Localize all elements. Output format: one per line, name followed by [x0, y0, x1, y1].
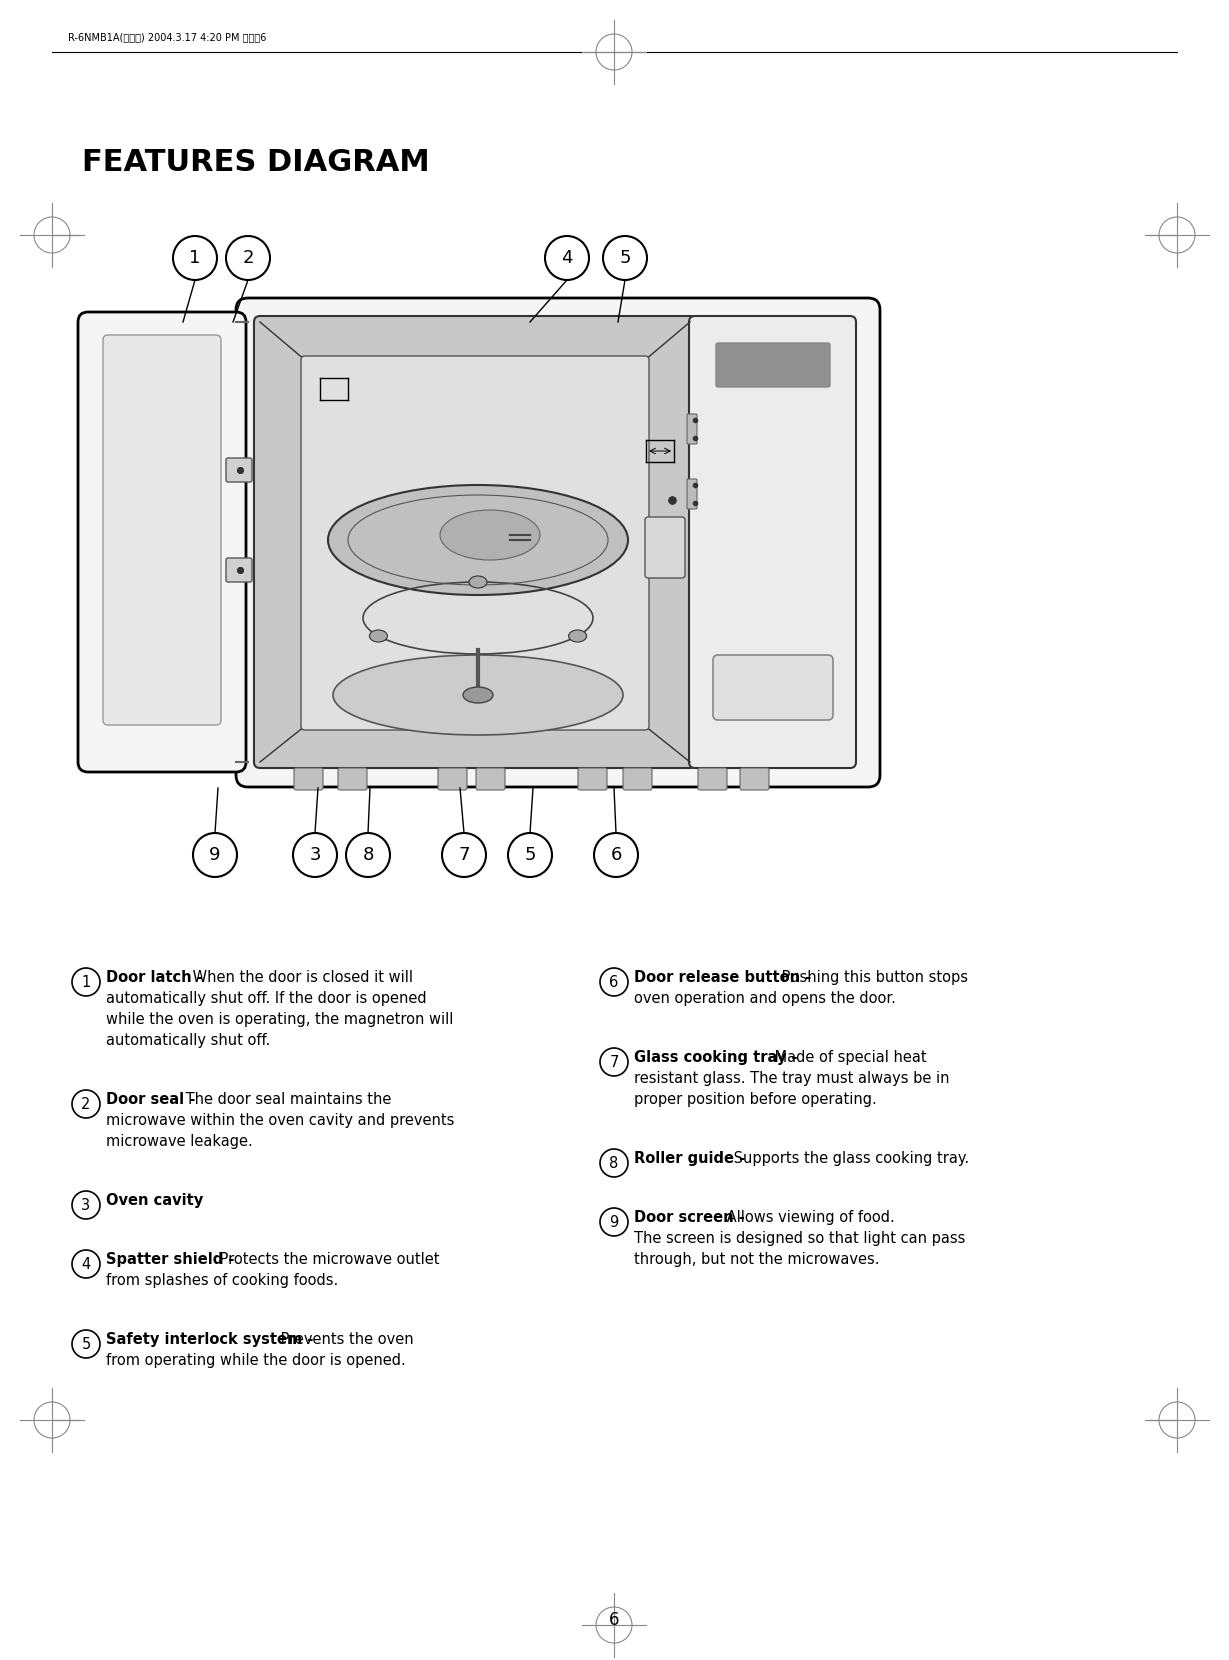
- Text: 6: 6: [610, 974, 618, 989]
- Circle shape: [600, 1149, 628, 1177]
- FancyBboxPatch shape: [687, 480, 697, 510]
- Circle shape: [347, 833, 390, 876]
- Circle shape: [508, 833, 552, 876]
- FancyBboxPatch shape: [103, 335, 221, 725]
- Text: Protects the microwave outlet: Protects the microwave outlet: [215, 1252, 439, 1267]
- Text: resistant glass. The tray must always be in: resistant glass. The tray must always be…: [634, 1071, 950, 1086]
- Text: The door seal maintains the: The door seal maintains the: [181, 1092, 391, 1107]
- FancyBboxPatch shape: [476, 769, 505, 790]
- Text: FEATURES DIAGRAM: FEATURES DIAGRAM: [82, 148, 430, 178]
- Text: Glass cooking tray -: Glass cooking tray -: [634, 1051, 798, 1066]
- Text: 2: 2: [81, 1097, 91, 1112]
- Circle shape: [293, 833, 337, 876]
- Ellipse shape: [333, 656, 623, 735]
- Text: oven operation and opens the door.: oven operation and opens the door.: [634, 991, 896, 1006]
- Circle shape: [73, 1091, 100, 1117]
- FancyBboxPatch shape: [438, 769, 467, 790]
- Text: 9: 9: [610, 1215, 618, 1230]
- FancyBboxPatch shape: [226, 458, 252, 481]
- Text: microwave leakage.: microwave leakage.: [106, 1134, 253, 1149]
- Circle shape: [594, 833, 638, 876]
- Circle shape: [193, 833, 237, 876]
- Text: The screen is designed so that light can pass: The screen is designed so that light can…: [634, 1232, 965, 1247]
- FancyBboxPatch shape: [294, 769, 323, 790]
- FancyBboxPatch shape: [740, 769, 769, 790]
- FancyBboxPatch shape: [301, 355, 649, 730]
- Text: 8: 8: [363, 847, 374, 863]
- Ellipse shape: [370, 631, 387, 642]
- Circle shape: [442, 833, 485, 876]
- Ellipse shape: [469, 576, 487, 588]
- Text: automatically shut off. If the door is opened: automatically shut off. If the door is o…: [106, 991, 426, 1006]
- Text: Allows viewing of food.: Allows viewing of food.: [723, 1210, 895, 1225]
- Text: Safety interlock system -: Safety interlock system -: [106, 1331, 313, 1346]
- FancyBboxPatch shape: [713, 656, 833, 720]
- Text: microwave within the oven cavity and prevents: microwave within the oven cavity and pre…: [106, 1112, 455, 1129]
- Text: 8: 8: [610, 1155, 618, 1170]
- Text: 5: 5: [619, 249, 630, 267]
- Circle shape: [603, 236, 646, 281]
- Text: 6: 6: [611, 847, 622, 863]
- Text: 4: 4: [81, 1257, 91, 1272]
- Text: Door release button -: Door release button -: [634, 969, 811, 984]
- Text: Prevents the oven: Prevents the oven: [277, 1331, 414, 1346]
- FancyBboxPatch shape: [687, 413, 697, 443]
- Text: Roller guide -: Roller guide -: [634, 1150, 745, 1165]
- Circle shape: [73, 1190, 100, 1218]
- FancyBboxPatch shape: [254, 315, 696, 769]
- Circle shape: [73, 1250, 100, 1278]
- Text: Supports the glass cooking tray.: Supports the glass cooking tray.: [729, 1150, 970, 1165]
- FancyBboxPatch shape: [578, 769, 607, 790]
- Circle shape: [544, 236, 589, 281]
- Text: Spatter shield -: Spatter shield -: [106, 1252, 235, 1267]
- Circle shape: [73, 968, 100, 996]
- FancyBboxPatch shape: [698, 769, 728, 790]
- Text: 3: 3: [310, 847, 321, 863]
- Text: automatically shut off.: automatically shut off.: [106, 1033, 270, 1047]
- Ellipse shape: [463, 687, 493, 702]
- Text: Door latch -: Door latch -: [106, 969, 203, 984]
- Text: 2: 2: [242, 249, 253, 267]
- Text: Door screen -: Door screen -: [634, 1210, 745, 1225]
- FancyBboxPatch shape: [236, 299, 880, 787]
- Text: Door seal -: Door seal -: [106, 1092, 195, 1107]
- Circle shape: [73, 1330, 100, 1358]
- Text: When the door is closed it will: When the door is closed it will: [188, 969, 413, 984]
- Text: Made of special heat: Made of special heat: [771, 1051, 927, 1066]
- Text: 4: 4: [562, 249, 573, 267]
- Text: 3: 3: [81, 1197, 91, 1212]
- FancyBboxPatch shape: [645, 516, 685, 578]
- Text: 5: 5: [525, 847, 536, 863]
- Ellipse shape: [569, 631, 586, 642]
- Text: from operating while the door is opened.: from operating while the door is opened.: [106, 1353, 406, 1368]
- Text: while the oven is operating, the magnetron will: while the oven is operating, the magnetr…: [106, 1013, 454, 1028]
- Text: 6: 6: [608, 1610, 619, 1628]
- Text: R-6NMB1A(영기본) 2004.3.17 4:20 PM 페이지6: R-6NMB1A(영기본) 2004.3.17 4:20 PM 페이지6: [68, 32, 267, 42]
- Text: Pushing this button stops: Pushing this button stops: [777, 969, 967, 984]
- Text: 1: 1: [81, 974, 91, 989]
- FancyBboxPatch shape: [226, 558, 252, 583]
- Text: from splashes of cooking foods.: from splashes of cooking foods.: [106, 1273, 338, 1288]
- Circle shape: [600, 968, 628, 996]
- Text: 7: 7: [458, 847, 469, 863]
- Text: through, but not the microwaves.: through, but not the microwaves.: [634, 1252, 880, 1267]
- Text: 5: 5: [81, 1336, 91, 1351]
- Circle shape: [173, 236, 218, 281]
- Text: Oven cavity: Oven cavity: [106, 1194, 203, 1208]
- FancyBboxPatch shape: [717, 344, 830, 387]
- Text: 9: 9: [209, 847, 221, 863]
- Text: proper position before operating.: proper position before operating.: [634, 1092, 876, 1107]
- FancyBboxPatch shape: [338, 769, 367, 790]
- Circle shape: [600, 1047, 628, 1076]
- FancyBboxPatch shape: [623, 769, 653, 790]
- FancyBboxPatch shape: [77, 312, 246, 772]
- Text: 1: 1: [189, 249, 200, 267]
- Text: 7: 7: [610, 1054, 618, 1069]
- Ellipse shape: [440, 510, 540, 559]
- Circle shape: [226, 236, 270, 281]
- FancyBboxPatch shape: [689, 315, 857, 769]
- Ellipse shape: [328, 485, 628, 594]
- Circle shape: [600, 1208, 628, 1237]
